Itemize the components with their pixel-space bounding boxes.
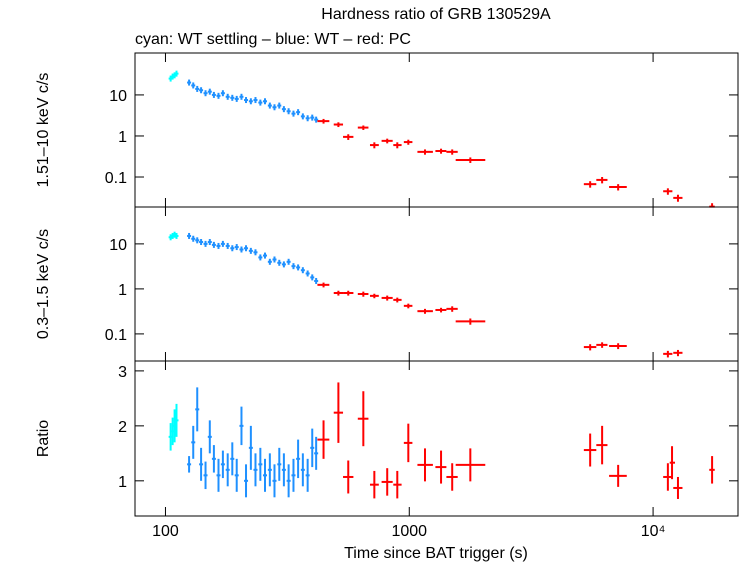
y-tick-label: 0.1 (105, 170, 127, 187)
y-axis-label: 0.3–1.5 keV c/s (35, 229, 52, 339)
y-tick-label: 0.1 (105, 327, 127, 344)
panel-frame (134, 206, 739, 362)
x-tick-label: 100 (152, 523, 179, 540)
x-tick-label: 10⁴ (641, 523, 666, 540)
y-tick-label: 1 (118, 282, 127, 299)
chart-subtitle: cyan: WT settling – blue: WT – red: PC (135, 31, 411, 48)
y-tick-label: 3 (118, 364, 127, 381)
chart-title: Hardness ratio of GRB 130529A (321, 6, 551, 23)
y-tick-label: 10 (109, 237, 127, 254)
x-axis-label: Time since BAT trigger (s) (344, 545, 528, 562)
y-tick-label: 1 (118, 129, 127, 146)
panel-frame (134, 360, 739, 517)
panel-frame (134, 52, 739, 208)
y-tick-label: 1 (118, 474, 127, 491)
y-axis-label: Ratio (35, 420, 52, 457)
y-tick-label: 10 (109, 88, 127, 105)
x-tick-label: 1000 (391, 523, 427, 540)
y-axis-label: 1.51–10 keV c/s (35, 73, 52, 188)
y-tick-label: 2 (118, 419, 127, 436)
